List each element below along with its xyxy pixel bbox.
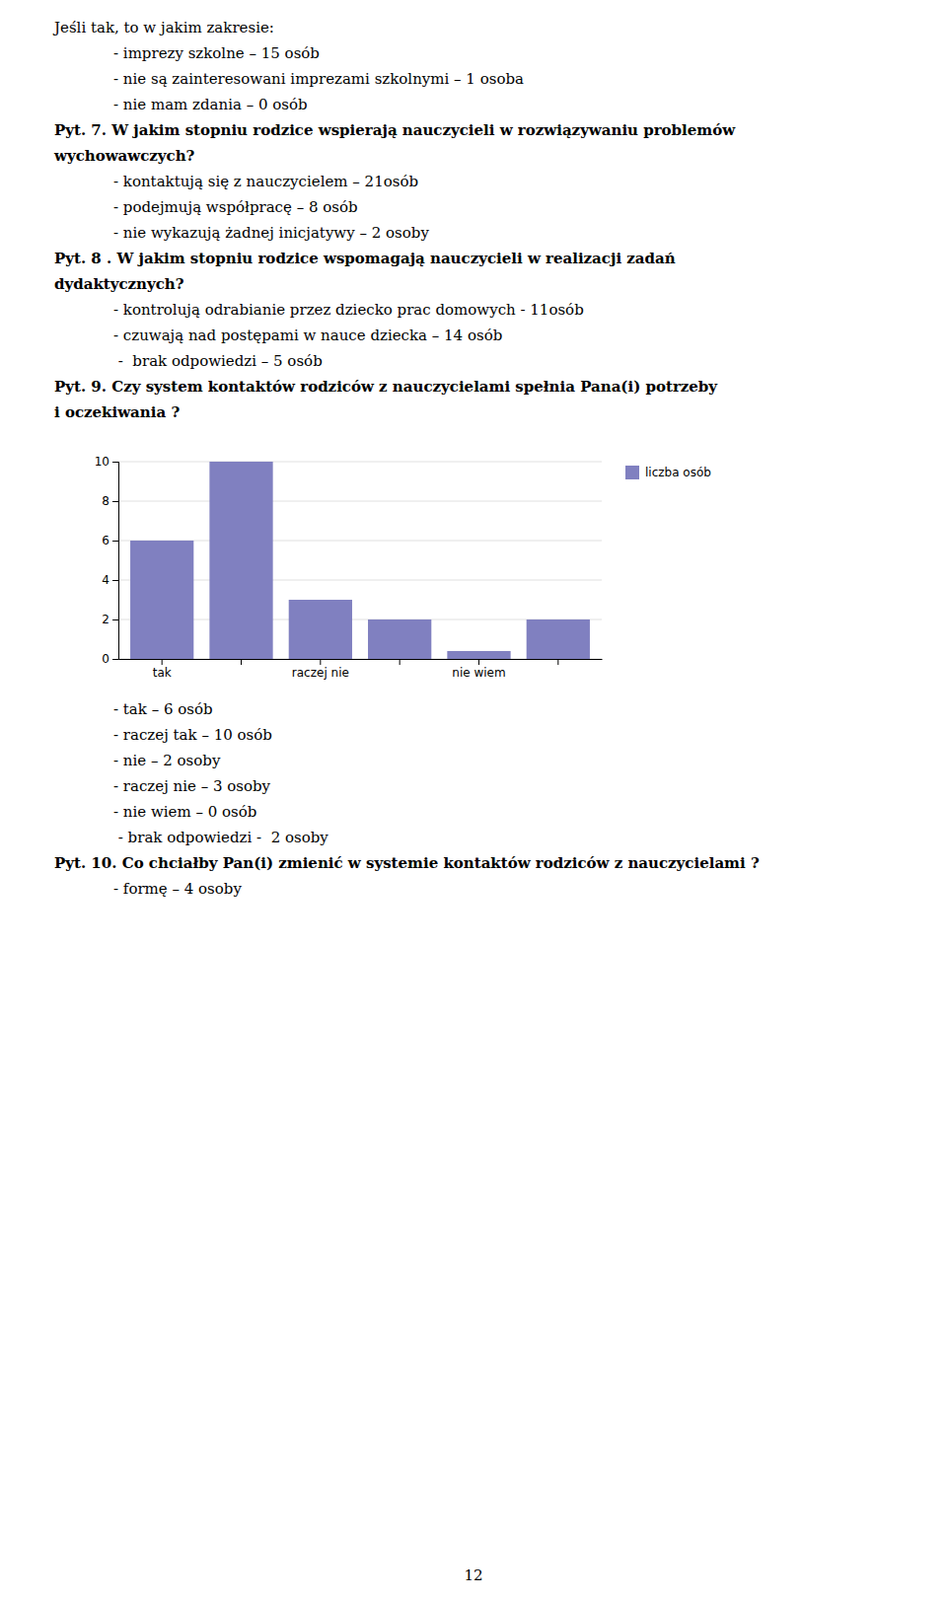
y-tick-label: 10 [94, 454, 110, 469]
x-tick-label: nie wiem [451, 665, 506, 680]
bar [526, 619, 590, 659]
x-tick-mark [319, 658, 321, 665]
text-line: - nie mam zdania – 0 osób [113, 95, 308, 114]
y-axis-line [112, 462, 120, 660]
x-tick: raczej nie [291, 658, 350, 680]
bar [130, 540, 194, 659]
bar [446, 651, 510, 659]
y-tick: 6 [101, 533, 119, 548]
x-tick-mark [240, 658, 242, 665]
bar [367, 619, 432, 659]
text-line: - brak odpowiedzi - 2 osoby [113, 828, 329, 847]
y-tick-mark [112, 580, 119, 582]
text-line: - formę – 4 osoby [113, 879, 242, 898]
x-axis: tak raczej nie nie wiem [119, 658, 603, 680]
y-axis: 0 2 4 6 8 10 [94, 454, 120, 666]
text-line: Pyt. 7. W jakim stopniu rodzice wspieraj… [54, 121, 736, 140]
text-line: - raczej tak – 10 osób [113, 726, 273, 744]
chart: tak raczej nie nie wiem 0 2 4 6 8 10 liczba osób [94, 454, 712, 679]
text-line: - nie wiem – 0 osób [113, 802, 257, 821]
text-line: i oczekiwania ? [54, 403, 180, 422]
legend: liczba osób [625, 465, 712, 481]
text-line: wychowawczych? [53, 146, 196, 165]
bar [289, 599, 353, 659]
y-tick-label: 2 [101, 612, 110, 627]
y-tick-mark [112, 619, 119, 621]
x-tick-mark [557, 658, 559, 665]
y-tick-label: 4 [101, 573, 110, 587]
grid [118, 461, 602, 659]
y-tick: 10 [94, 454, 119, 469]
text-line: dydaktycznych? [54, 275, 185, 293]
y-tick-mark [112, 540, 119, 542]
y-tick: 8 [101, 494, 119, 509]
text-line: Pyt. 9. Czy system kontaktów rodziców z … [54, 377, 719, 396]
y-tick-label: 8 [101, 494, 110, 509]
text-line: - kontrolują odrabianie przez dziecko pr… [113, 300, 584, 319]
x-tick: tak [152, 658, 172, 680]
text-line: Pyt. 8 . W jakim stopniu rodzice wspomag… [54, 249, 676, 268]
text-line: - imprezy szkolne – 15 osób [113, 44, 320, 63]
text-line: - kontaktują się z nauczycielem – 21osób [113, 172, 419, 191]
bar [209, 461, 273, 659]
x-tick-mark [478, 658, 480, 665]
x-axis-line [119, 658, 603, 660]
y-tick-mark [112, 658, 119, 660]
page-number: 12 [463, 1566, 483, 1585]
x-tick-mark [399, 658, 401, 665]
text-line: - czuwają nad postępami w nauce dziecka … [113, 326, 503, 345]
y-tick: 0 [101, 652, 119, 666]
text-line: Pyt. 10. Co chciałby Pan(i) zmienić w sy… [54, 854, 760, 873]
text-line: - raczej nie – 3 osoby [113, 777, 272, 796]
text-line: - tak – 6 osób [113, 700, 214, 719]
text-line: - podejmują współpracę – 8 osób [113, 198, 359, 217]
y-tick-label: 6 [101, 533, 110, 548]
y-tick-mark [112, 461, 119, 463]
x-tick: nie wiem [451, 658, 506, 680]
text-line: Jeśli tak, to w jakim zakresie: [52, 18, 275, 37]
text-line: - brak odpowiedzi – 5 osób [113, 352, 323, 370]
x-tick [240, 658, 242, 665]
y-tick: 4 [101, 573, 119, 587]
x-tick [557, 658, 559, 665]
x-tick-label: raczej nie [291, 665, 350, 680]
x-tick [399, 658, 401, 665]
bars [130, 461, 590, 659]
legend-label: liczba osób [645, 465, 712, 480]
text-line: - nie – 2 osoby [113, 751, 221, 770]
legend-swatch [625, 465, 640, 480]
x-tick-label: tak [152, 665, 172, 680]
text-line: - nie wykazują żadnej inicjatywy – 2 oso… [113, 223, 430, 242]
text-line: - nie są zainteresowani imprezami szkoln… [113, 70, 524, 88]
y-tick-label: 0 [101, 652, 110, 666]
page: Jeśli tak, to w jakim zakresie: - imprezy… [0, 0, 947, 1600]
x-tick-mark [161, 658, 163, 665]
y-tick: 2 [101, 612, 119, 627]
y-tick-mark [112, 501, 119, 503]
grid-line [118, 461, 602, 463]
grid-line [118, 501, 602, 503]
